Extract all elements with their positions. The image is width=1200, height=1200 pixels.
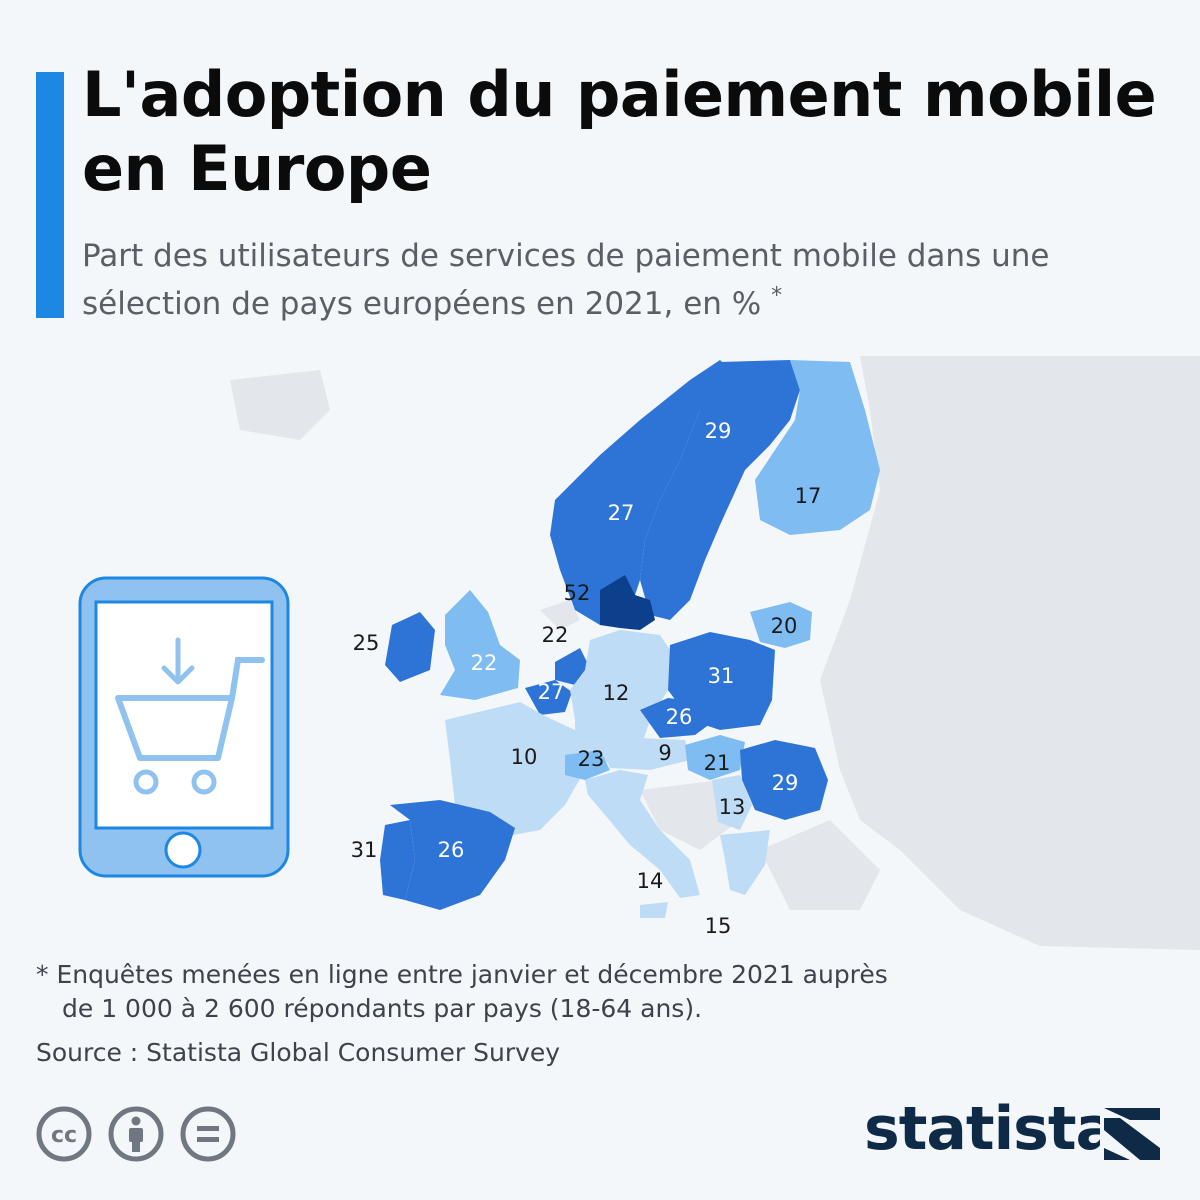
island-sicily xyxy=(640,902,668,918)
label-CH: 23 xyxy=(578,747,605,771)
label-LT: 20 xyxy=(771,614,798,638)
value-labels: 27 29 17 52 20 25 22 22 27 12 31 26 10 2… xyxy=(351,419,822,938)
country-PT xyxy=(380,820,415,900)
label-BE: 27 xyxy=(538,680,565,704)
label-RS: 13 xyxy=(719,795,746,819)
label-FR: 10 xyxy=(511,745,538,769)
label-GB: 22 xyxy=(471,651,498,675)
country-IE xyxy=(385,612,435,682)
background-land xyxy=(230,356,1200,950)
country-GR xyxy=(720,830,770,895)
footnote-line-1: * Enquêtes menées en ligne entre janvier… xyxy=(36,960,888,989)
license-icons: cc xyxy=(36,1106,236,1162)
footnote: * Enquêtes menées en ligne entre janvier… xyxy=(36,958,1036,1026)
subtitle-text: Part des utilisateurs de services de pai… xyxy=(82,238,1050,322)
source-text: Source : Statista Global Consumer Survey xyxy=(36,1038,561,1067)
label-DK: 52 xyxy=(564,581,591,605)
country-SE xyxy=(640,360,800,620)
country-ES xyxy=(390,800,515,910)
attribution-icon[interactable] xyxy=(108,1106,164,1162)
country-GB xyxy=(440,590,520,700)
footnote-line-2: de 1 000 à 2 600 répondants par pays (18… xyxy=(62,994,703,1023)
country-BE xyxy=(525,680,572,715)
phone-shopping-cart-icon xyxy=(78,576,290,878)
country-CZ xyxy=(640,698,718,738)
subtitle-asterisk: * xyxy=(771,283,783,309)
page-subtitle: Part des utilisateurs de services de pai… xyxy=(82,232,1172,328)
label-CZ: 26 xyxy=(666,705,693,729)
label-PT: 31 xyxy=(351,838,378,862)
label-SE: 29 xyxy=(705,419,732,443)
label-NL: 22 xyxy=(542,623,569,647)
statista-logo-text[interactable]: statista xyxy=(864,1094,1116,1164)
label-HU: 21 xyxy=(704,751,731,775)
label-RO: 29 xyxy=(772,771,799,795)
page-title: L'adoption du paiement mobile en Europe xyxy=(82,58,1157,205)
country-IT xyxy=(585,770,700,898)
creative-commons-icon[interactable]: cc xyxy=(36,1106,92,1162)
country-FI xyxy=(755,360,880,535)
country-RO xyxy=(740,740,828,820)
country-FR xyxy=(445,702,585,840)
country-CH xyxy=(565,750,610,780)
label-AT: 9 xyxy=(658,741,671,765)
statista-logo-icon xyxy=(1100,1104,1164,1164)
label-FI: 17 xyxy=(795,484,822,508)
country-DE xyxy=(570,630,670,765)
label-IT: 14 xyxy=(637,869,664,893)
label-IE: 25 xyxy=(353,631,380,655)
label-PL: 31 xyxy=(708,664,735,688)
country-NO xyxy=(550,360,730,625)
europe-map: 27 29 17 52 20 25 22 22 27 12 31 26 10 2… xyxy=(0,350,1200,960)
country-AT xyxy=(600,738,690,770)
label-GR: 15 xyxy=(705,914,732,938)
country-DK xyxy=(600,575,655,630)
map-svg: 27 29 17 52 20 25 22 22 27 12 31 26 10 2… xyxy=(78,356,1200,950)
country-LT xyxy=(750,602,812,648)
accent-bar xyxy=(36,72,64,318)
label-NO: 27 xyxy=(608,501,635,525)
no-derivatives-icon[interactable] xyxy=(180,1106,236,1162)
label-DE: 12 xyxy=(603,681,630,705)
country-RS xyxy=(712,775,752,830)
svg-text:cc: cc xyxy=(51,1123,77,1148)
label-ES: 26 xyxy=(438,838,465,862)
country-HU xyxy=(685,735,745,780)
